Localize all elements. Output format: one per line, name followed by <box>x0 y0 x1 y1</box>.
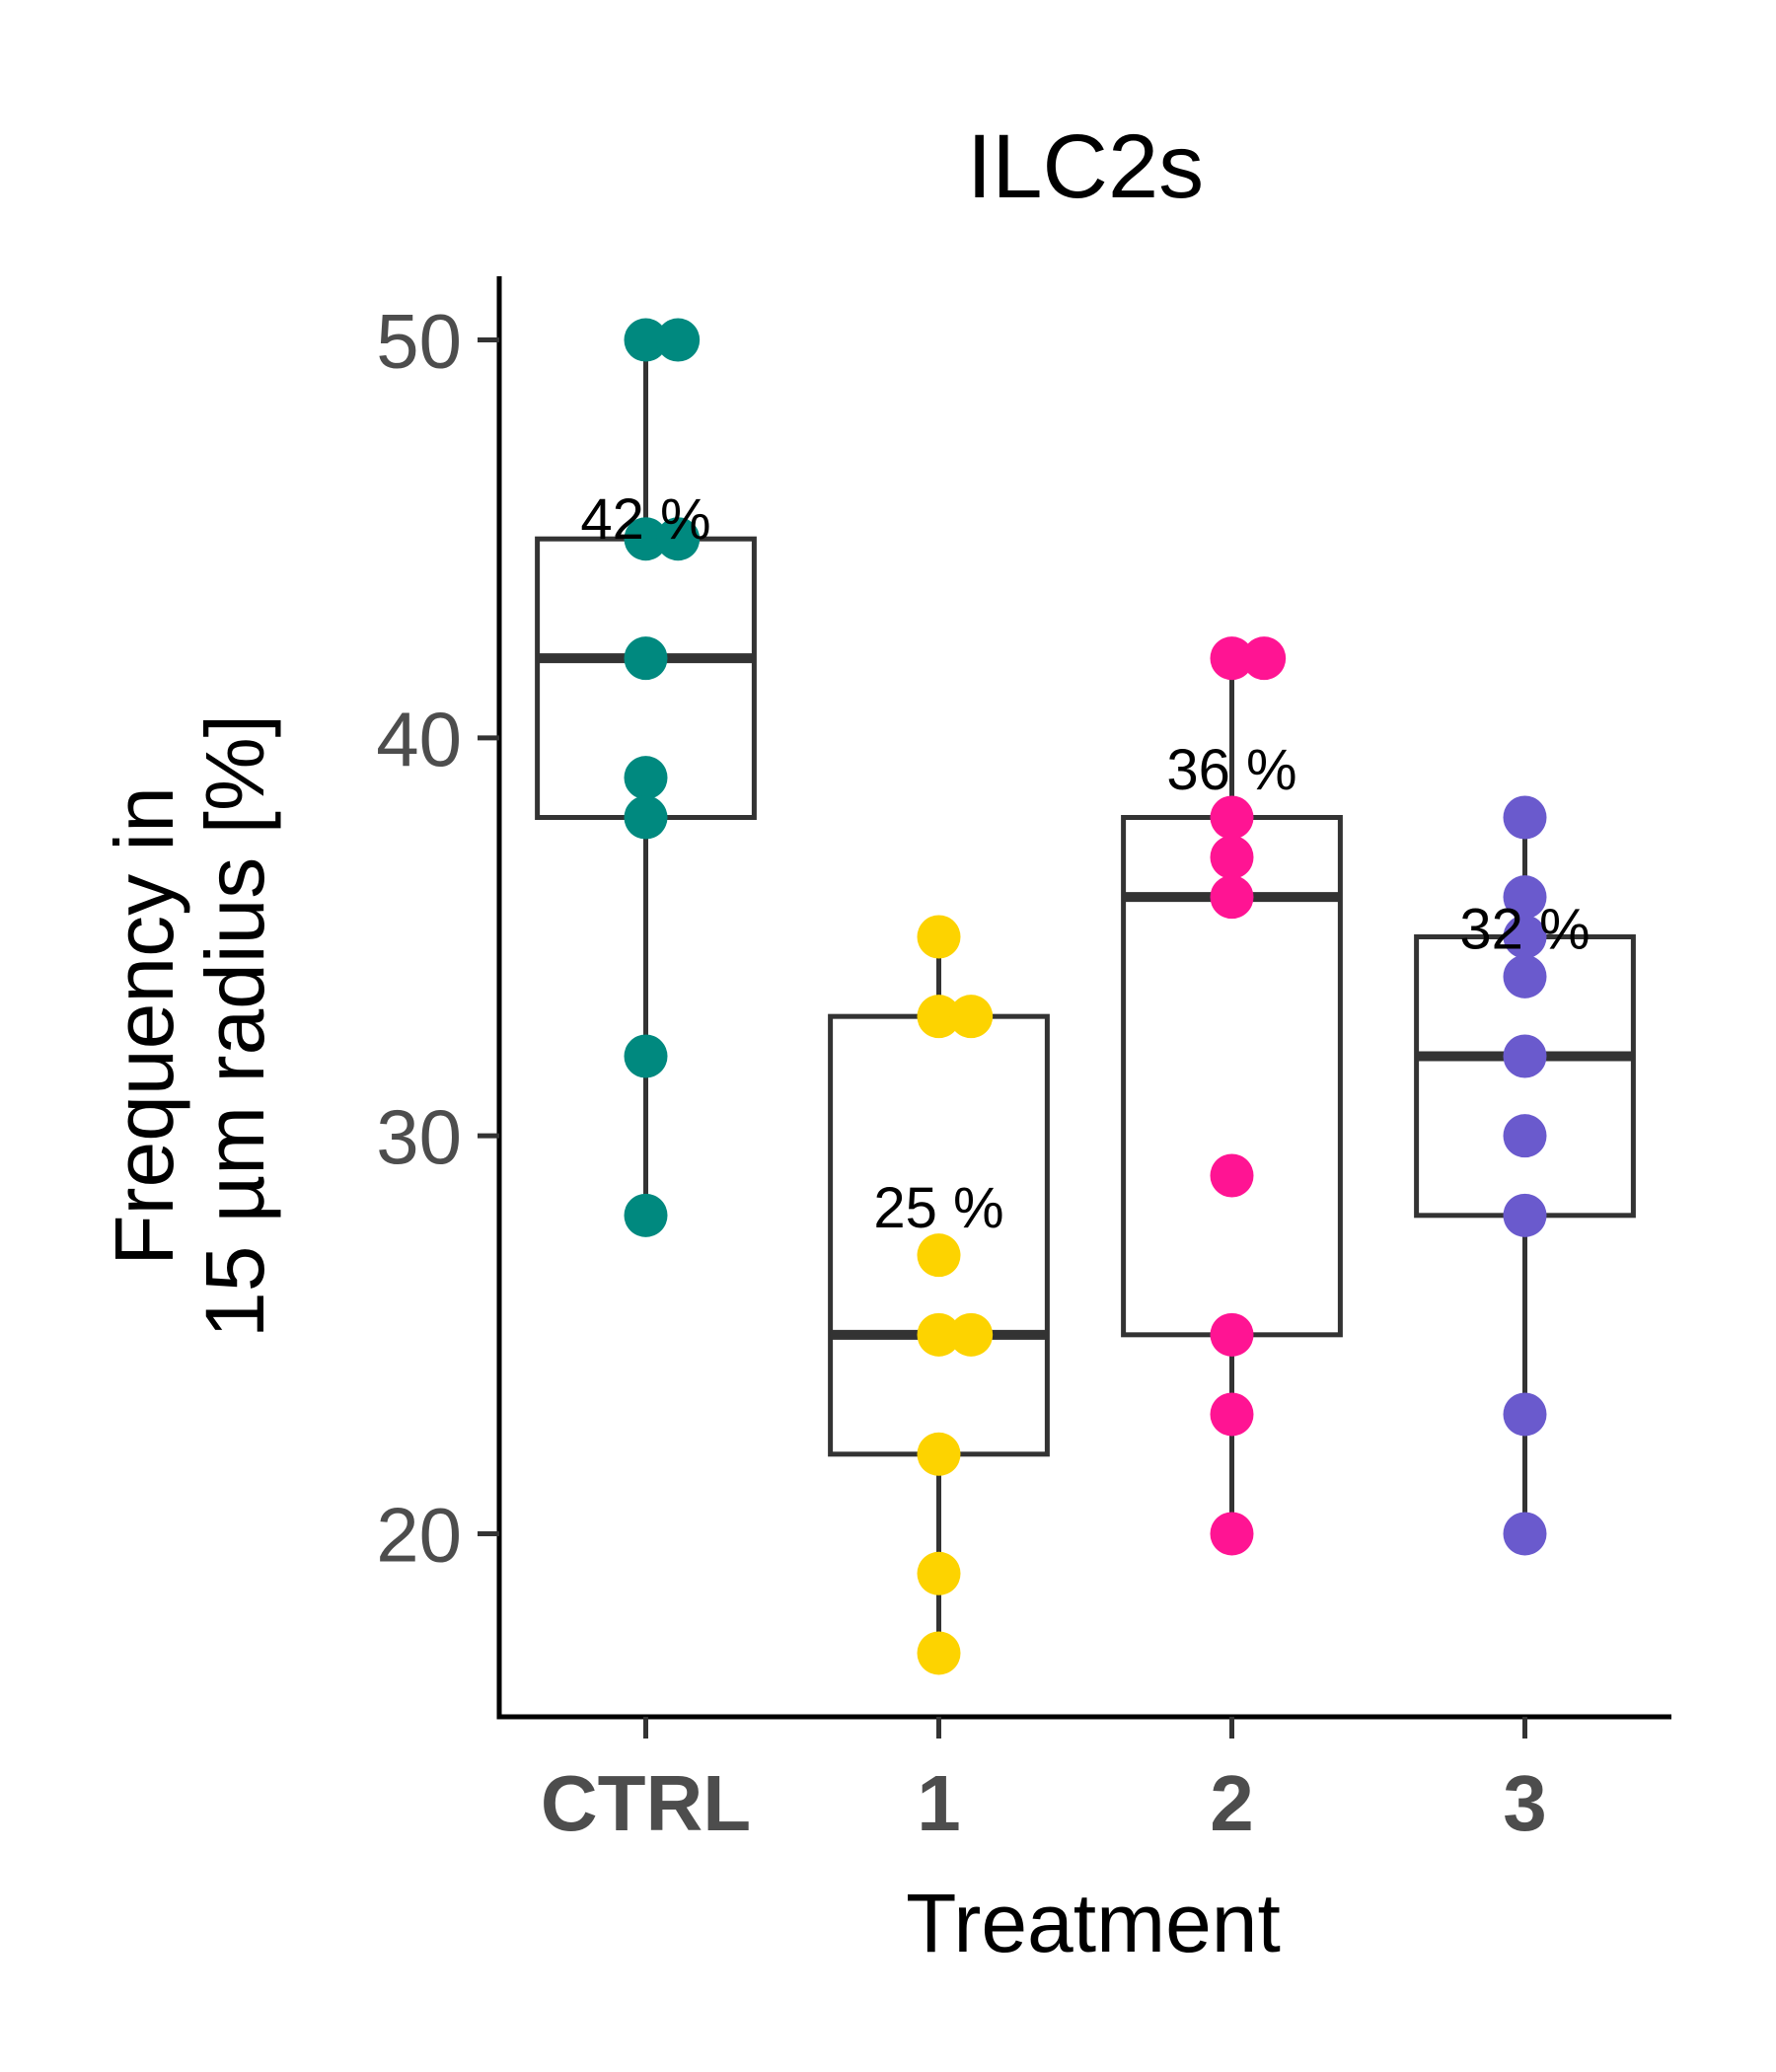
x-tick-label-1: 1 <box>917 1759 961 1847</box>
y-tick-label-20: 20 <box>376 1491 462 1578</box>
data-point-0-0 <box>624 318 668 362</box>
median-annotation-3: 32 % <box>1459 897 1590 961</box>
data-point-2-2 <box>1210 795 1254 840</box>
data-point-1-2 <box>949 995 994 1039</box>
median-annotation-1: 25 % <box>873 1176 1003 1240</box>
y-axis-title: Frequency in 15 µm radius [%] <box>98 714 281 1338</box>
data-point-1-0 <box>917 915 961 959</box>
data-point-3-1 <box>1503 875 1547 920</box>
x-tick-label-0: CTRL <box>541 1759 751 1847</box>
data-point-2-3 <box>1210 835 1254 879</box>
data-point-3-4 <box>1503 1034 1547 1078</box>
chart-title: ILC2s <box>967 116 1204 217</box>
data-point-3-3 <box>1503 954 1547 999</box>
y-tick-label-40: 40 <box>376 696 462 782</box>
data-point-3-6 <box>1503 1193 1547 1237</box>
data-point-1-7 <box>917 1551 961 1595</box>
x-axis-title: Treatment <box>906 1877 1281 1969</box>
data-point-2-4 <box>1210 875 1254 920</box>
data-point-1-5 <box>949 1312 994 1357</box>
data-point-2-1 <box>1242 636 1287 681</box>
y-axis-title-line-1: Frequency in <box>98 786 190 1266</box>
data-point-2-7 <box>1210 1392 1254 1437</box>
data-point-1-3 <box>917 1233 961 1278</box>
y-tick-label-30: 30 <box>376 1093 462 1180</box>
data-point-2-8 <box>1210 1512 1254 1556</box>
data-point-1-8 <box>917 1631 961 1675</box>
median-annotation-2: 36 % <box>1166 738 1296 802</box>
data-point-2-6 <box>1210 1312 1254 1357</box>
data-point-0-7 <box>624 1034 668 1078</box>
data-point-2-0 <box>1210 636 1254 681</box>
data-point-1-4 <box>917 1312 961 1357</box>
data-point-0-3 <box>656 517 701 561</box>
x-tick-label-2: 2 <box>1210 1759 1254 1847</box>
data-point-2-5 <box>1210 1153 1254 1198</box>
plot-area: 20 30 40 50 CTRL 1 2 3 42 % 25 % 36 % 32 % <box>376 276 1671 1847</box>
y-tick-label-50: 50 <box>376 298 462 385</box>
y-axis-title-line-2: 15 µm radius [%] <box>188 714 281 1338</box>
data-point-3-2 <box>1503 915 1547 959</box>
data-point-0-6 <box>624 795 668 840</box>
data-point-3-7 <box>1503 1392 1547 1437</box>
data-point-1-6 <box>917 1432 961 1476</box>
x-tick-label-3: 3 <box>1503 1759 1547 1847</box>
data-point-3-8 <box>1503 1512 1547 1556</box>
data-point-3-0 <box>1503 795 1547 840</box>
data-point-3-5 <box>1503 1114 1547 1158</box>
data-point-0-4 <box>624 636 668 681</box>
data-point-0-1 <box>656 318 701 362</box>
data-point-0-5 <box>624 756 668 800</box>
median-annotation-0: 42 % <box>580 487 710 552</box>
data-point-1-1 <box>917 995 961 1039</box>
data-point-0-2 <box>624 517 668 561</box>
data-point-0-8 <box>624 1193 668 1237</box>
